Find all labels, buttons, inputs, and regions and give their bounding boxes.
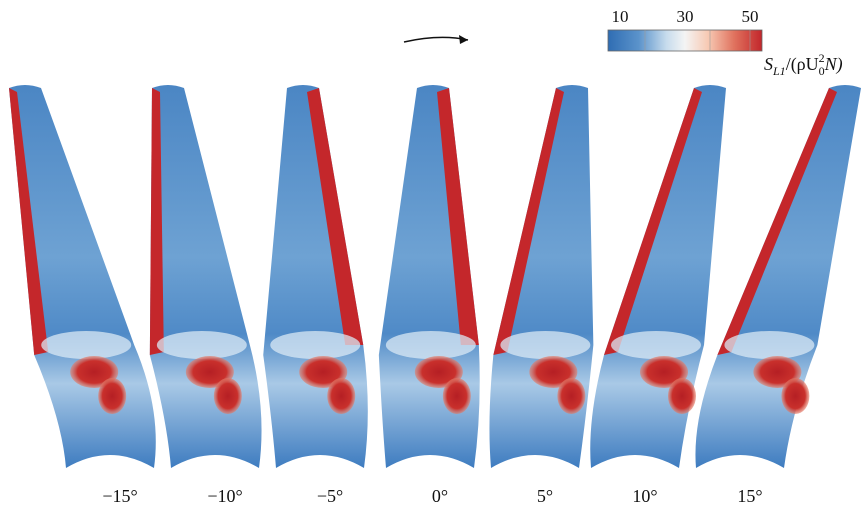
hot-spot — [213, 378, 242, 414]
panel-label: −5° — [317, 486, 343, 506]
label-part: S — [764, 54, 773, 74]
colorbar-tick-label: 50 — [742, 7, 759, 26]
light-band — [724, 331, 815, 359]
hot-spot — [557, 378, 586, 414]
colorbar-tick-label: 30 — [677, 7, 694, 26]
blade — [695, 85, 861, 468]
arrow-head — [459, 35, 468, 44]
colorbar-tick-label: 10 — [612, 7, 629, 26]
leading-edge — [437, 88, 479, 345]
hot-spot — [442, 378, 471, 414]
leading-edge — [717, 88, 837, 355]
hot-spot — [327, 378, 356, 414]
panels: −15° −10° −5° 0° 5° 10° 15° — [9, 85, 861, 506]
panel-label: 5° — [537, 486, 553, 506]
light-band — [156, 331, 247, 359]
light-band — [41, 331, 132, 359]
blade — [590, 85, 726, 468]
colorbar-ticks: 10 30 50 — [612, 7, 759, 51]
panel-label: −10° — [207, 486, 242, 506]
light-band — [270, 331, 361, 359]
panel-label: −15° — [102, 486, 137, 506]
label-part: N) — [824, 54, 843, 75]
colorbar-label: SL1/(ρU02N) — [764, 51, 843, 78]
hot-spot — [781, 378, 810, 414]
leading-edge — [149, 88, 164, 355]
label-part: 0 — [819, 64, 825, 78]
label-part: /(ρU — [786, 54, 819, 75]
blade — [149, 85, 262, 468]
panel-label: 10° — [632, 486, 657, 506]
light-band — [611, 331, 701, 359]
light-band — [500, 331, 591, 359]
label-part: 2 — [819, 51, 825, 65]
leading-edge — [493, 88, 564, 355]
label-part: L1 — [772, 64, 786, 78]
colorbar — [607, 29, 763, 52]
blade — [9, 85, 156, 468]
panel-label: 15° — [737, 486, 762, 506]
hot-spot — [668, 378, 696, 414]
hot-spot — [98, 378, 127, 414]
panel-label: 0° — [432, 486, 448, 506]
leading-edge — [9, 88, 49, 355]
leading-edge — [604, 88, 702, 355]
leading-edge — [307, 88, 364, 345]
light-band — [385, 331, 476, 359]
rotation-arrow — [403, 36, 469, 43]
